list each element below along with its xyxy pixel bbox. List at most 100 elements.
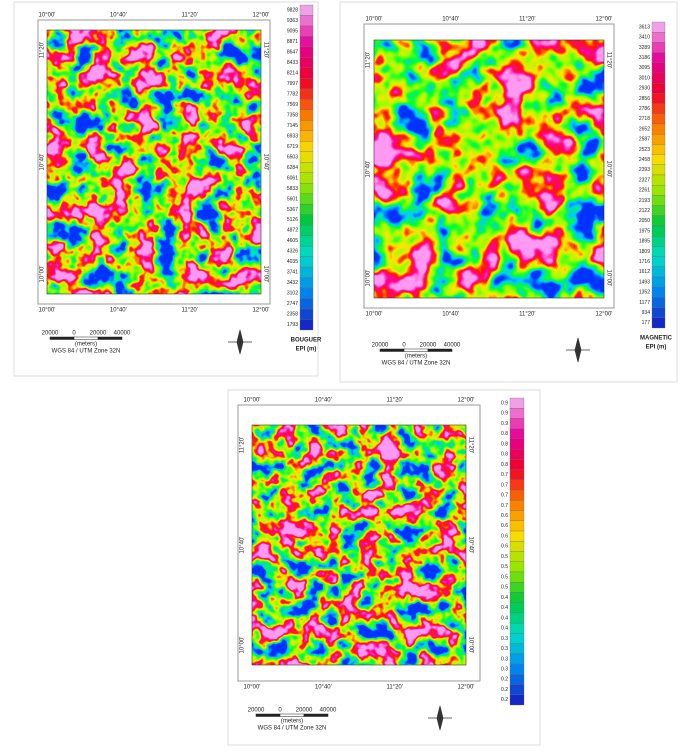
colorbar-label: 2193 — [639, 198, 650, 204]
colorbar-label: 3095 — [639, 65, 650, 71]
map-outline — [46, 29, 262, 295]
colorbar-label: 0.8 — [501, 462, 508, 468]
longitude-label: 10°40' — [110, 308, 127, 314]
colorbar-swatch — [651, 93, 666, 104]
colorbar-swatch — [299, 225, 314, 236]
colorbar-swatch — [509, 530, 525, 542]
latitude-label: 10°00' — [240, 637, 246, 654]
scale-label: 20000 — [90, 331, 107, 337]
colorbar-label: 1352 — [639, 290, 650, 296]
scale-unit: (meters) — [405, 354, 427, 360]
colorbar-label: 5601 — [287, 196, 298, 202]
longitude-label: 10°00' — [366, 17, 383, 23]
longitude-label: 12°00' — [253, 308, 270, 314]
colorbar-label: 0.7 — [501, 482, 508, 488]
colorbar-swatch — [299, 193, 314, 205]
scale-label: 20000 — [296, 708, 313, 714]
colorbar-swatch — [299, 130, 314, 142]
longitude-label: 10°40' — [442, 17, 459, 23]
colorbar-swatch — [509, 500, 525, 511]
colorbar-label: 7569 — [287, 102, 298, 108]
legend-title: MAGNETIC — [640, 336, 673, 342]
scale-bar — [427, 348, 453, 352]
colorbar-label: 9828 — [287, 8, 298, 14]
colorbar-label: 0.5 — [501, 554, 508, 560]
colorbar-label: 5367 — [287, 207, 298, 213]
scale-label: 0 — [278, 708, 282, 714]
colorbar-label: 8214 — [287, 70, 298, 76]
colorbar-swatch — [509, 541, 525, 552]
longitude-label: 11°20' — [519, 17, 535, 23]
colorbar-swatch — [509, 663, 525, 675]
longitude-label: 11°20' — [386, 685, 402, 691]
colorbar-swatch — [509, 592, 525, 603]
colorbar-swatch — [509, 428, 525, 440]
longitude-label: 10°40' — [315, 398, 332, 404]
colorbar-swatch — [651, 32, 666, 43]
colorbar-label: 8433 — [287, 60, 298, 66]
colorbar-label: 4326 — [287, 249, 298, 255]
latitude-label: 11°20' — [40, 42, 46, 58]
map-surface — [374, 40, 604, 298]
latitude-label: 10°40' — [366, 161, 372, 178]
colorbar-swatch — [299, 109, 314, 121]
colorbar-swatch — [651, 174, 666, 186]
colorbar-swatch — [651, 246, 666, 257]
colorbar-label: 3613 — [639, 24, 650, 30]
colorbar-label: 0.2 — [501, 687, 508, 693]
latitude-label: 10°00' — [605, 270, 611, 287]
colorbar-label: 2523 — [639, 147, 650, 153]
scale-label: 20000 — [372, 343, 389, 349]
colorbar-label: 0.5 — [501, 564, 508, 570]
colorbar-label: 2652 — [639, 126, 650, 132]
colorbar-label: 0.7 — [501, 493, 508, 499]
colorbar-label: 0.7 — [501, 472, 508, 478]
latitude-label: 10°40' — [240, 537, 246, 554]
longitude-label: 11°20' — [519, 312, 535, 318]
colorbar-swatch — [299, 151, 314, 163]
colorbar-label: 3186 — [639, 55, 650, 61]
colorbar-label: 3010 — [639, 75, 650, 81]
colorbar-swatch — [509, 582, 525, 593]
longitude-label: 10°40' — [110, 13, 127, 19]
colorbar-swatch — [651, 205, 666, 216]
colorbar-swatch — [651, 297, 666, 308]
colorbar-label: 3410 — [639, 35, 650, 41]
scale-bar — [403, 348, 429, 352]
colorbar-swatch — [509, 479, 525, 491]
colorbar-label: 0.7 — [501, 503, 508, 509]
scale-label: 40000 — [444, 343, 461, 349]
colorbar-label: 0.6 — [501, 513, 508, 519]
longitude-label: 11°20' — [386, 398, 402, 404]
colorbar-swatch — [651, 123, 666, 135]
colorbar-swatch — [299, 266, 314, 278]
colorbar-swatch — [509, 694, 525, 706]
colorbar-swatch — [299, 319, 314, 331]
colorbar-label: 2122 — [639, 208, 650, 214]
colorbar-swatch — [299, 162, 314, 173]
longitude-label: 12°00' — [596, 312, 613, 318]
longitude-label: 12°00' — [596, 17, 613, 23]
colorbar-label: 3289 — [639, 45, 650, 51]
colorbar-swatch — [651, 215, 666, 227]
scale-bar — [379, 348, 405, 352]
latitude-label: 10°00' — [262, 266, 268, 283]
colorbar-label: 2327 — [639, 177, 650, 183]
map-panel: 10°00' 10°40' 11°20' 12°00' 10°00' 10°40' 11°2… — [227, 389, 541, 746]
latitude-label: 11°20' — [240, 437, 246, 453]
colorbar-label: 0.6 — [501, 544, 508, 550]
colorbar-label: 6719 — [287, 144, 298, 150]
colorbar-swatch — [651, 113, 666, 125]
scale-label: 20000 — [248, 708, 265, 714]
scale-unit: (meters) — [75, 342, 97, 348]
colorbar-swatch — [299, 36, 314, 48]
north-arrow — [566, 337, 590, 363]
scale-bar — [303, 713, 329, 717]
map-outline — [373, 39, 605, 299]
latitude-label: 10°40' — [40, 154, 46, 171]
colorbar-swatch — [509, 684, 525, 695]
colorbar-swatch — [651, 185, 666, 196]
colorbar-label: 3102 — [287, 291, 298, 297]
colorbar-label: 0.2 — [501, 697, 508, 703]
longitude-label: 12°00' — [253, 13, 270, 19]
